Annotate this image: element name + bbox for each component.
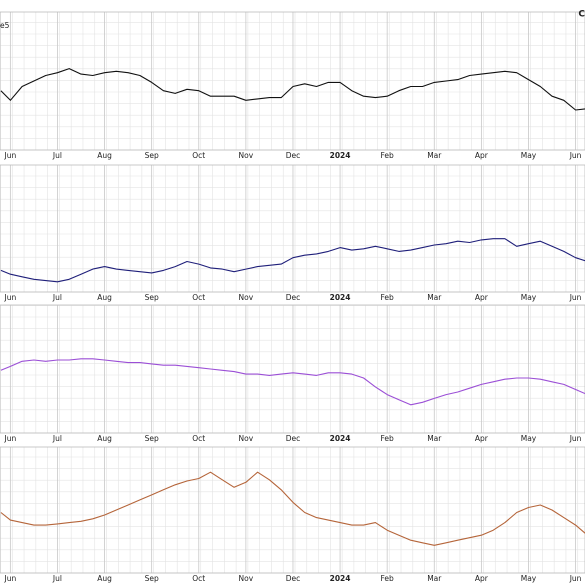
x-tick-label: Dec (286, 151, 301, 160)
x-tick-label: Jul (52, 574, 62, 583)
x-tick-label: Jun (569, 151, 582, 160)
x-tick-label: Jun (569, 574, 582, 583)
x-tick-label: Mar (427, 151, 442, 160)
x-tick-label: Oct (192, 434, 205, 443)
x-tick-label: May (521, 434, 537, 443)
series-line (0, 238, 585, 283)
x-tick-label: Mar (427, 434, 442, 443)
x-tick-label: Aug (97, 151, 112, 160)
x-tick-label: Jun (569, 434, 582, 443)
x-tick-label: 2024 (330, 151, 351, 160)
x-tick-label: Nov (239, 434, 254, 443)
x-tick-label: 2024 (330, 434, 351, 443)
x-tick-label: Apr (475, 434, 489, 443)
x-tick-label: Feb (381, 293, 395, 302)
series-line (0, 358, 585, 406)
x-tick-label: Feb (381, 574, 395, 583)
x-tick-label: Dec (286, 434, 301, 443)
x-tick-label: Nov (239, 293, 254, 302)
x-tick-label: May (521, 293, 537, 302)
x-tick-label: Feb (381, 151, 395, 160)
x-tick-label: May (521, 151, 537, 160)
x-tick-label: Mar (427, 293, 442, 302)
series-line (0, 471, 585, 546)
x-tick-label: Sep (145, 574, 159, 583)
x-tick-label: Jun (4, 151, 17, 160)
scale-annotation: e5 (0, 21, 10, 30)
x-tick-label: Jun (4, 574, 17, 583)
x-tick-label: Apr (475, 293, 489, 302)
x-tick-label: Sep (145, 293, 159, 302)
x-tick-label: Aug (97, 574, 112, 583)
x-tick-label: Nov (239, 151, 254, 160)
x-tick-label: Jul (52, 293, 62, 302)
x-tick-label: Jun (569, 293, 582, 302)
x-tick-label: Jun (4, 293, 17, 302)
x-tick-label: Oct (192, 574, 205, 583)
plot-frame (0, 304, 585, 434)
x-tick-label: Sep (145, 434, 159, 443)
x-tick-label: Aug (97, 434, 112, 443)
x-tick-label: Dec (286, 574, 301, 583)
plot-frame (0, 164, 585, 293)
x-tick-label: Dec (286, 293, 301, 302)
x-tick-label: Jul (52, 434, 62, 443)
corner-label: C (578, 10, 585, 20)
x-tick-label: Oct (192, 293, 205, 302)
x-tick-label: Apr (475, 151, 489, 160)
x-tick-label: 2024 (330, 293, 351, 302)
x-tick-label: Feb (381, 434, 395, 443)
x-tick-label: Sep (145, 151, 159, 160)
x-tick-label: Nov (239, 574, 254, 583)
x-tick-label: Apr (475, 574, 489, 583)
x-tick-label: Jul (52, 151, 62, 160)
x-tick-label: Jun (4, 434, 17, 443)
series-line (0, 68, 585, 111)
x-tick-label: Oct (192, 151, 205, 160)
x-tick-label: 2024 (330, 574, 351, 583)
plot-frame (0, 11, 585, 151)
x-tick-label: Aug (97, 293, 112, 302)
x-tick-label: May (521, 574, 537, 583)
plot-frame (0, 446, 585, 574)
x-tick-label: Mar (427, 574, 442, 583)
